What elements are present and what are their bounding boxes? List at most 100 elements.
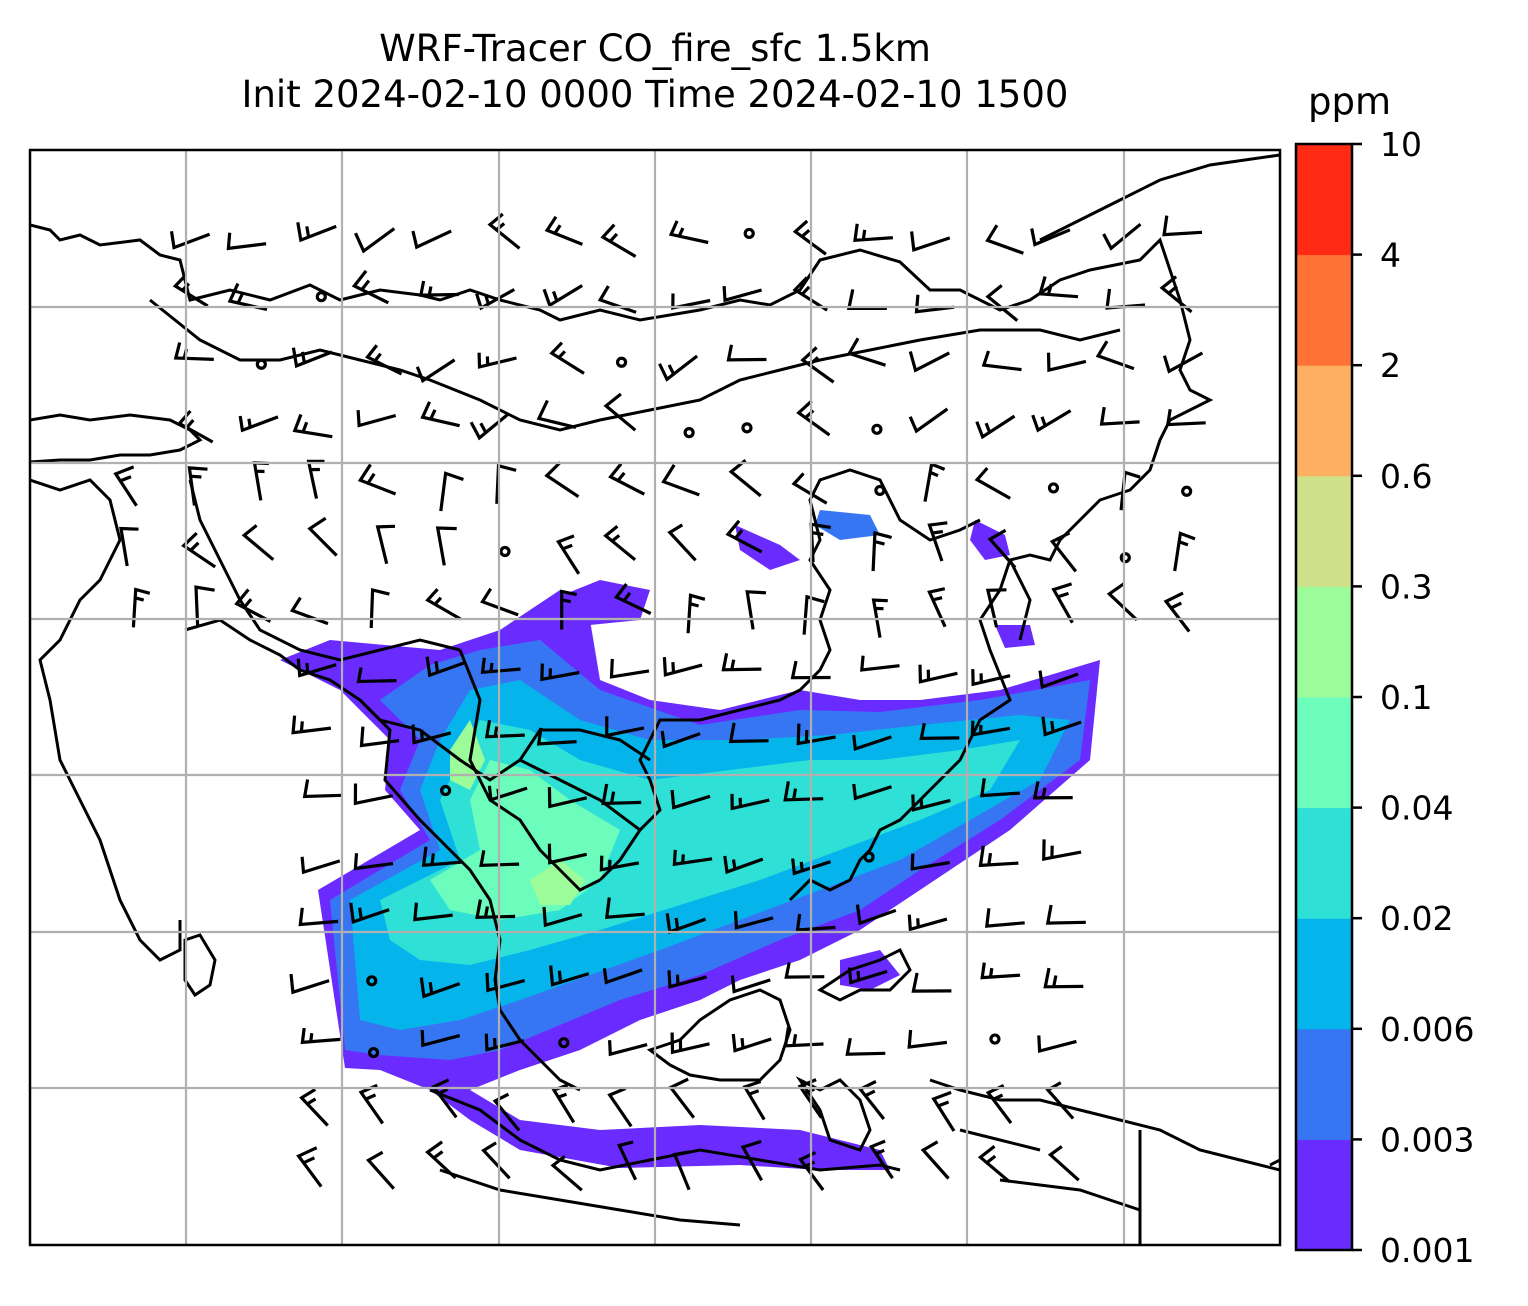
wind-barb (536, 727, 577, 746)
wind-barb (601, 783, 642, 806)
colorbar-segment (1296, 918, 1352, 1030)
coastlines (30, 153, 1280, 1227)
wind-barb (927, 587, 947, 628)
colorbar-segment (1296, 1139, 1352, 1251)
wind-barb (357, 463, 397, 496)
wind-barb (1099, 406, 1140, 426)
colorbar-tick-label: 0.6 (1380, 457, 1432, 496)
colorbar-segment (1296, 475, 1352, 587)
wind-barb (796, 723, 836, 746)
colorbar-tick-label: 0.02 (1380, 899, 1453, 938)
wind-barb (603, 525, 637, 562)
wind-barb (731, 1033, 772, 1053)
wind-barb (607, 1086, 633, 1128)
wind-barb (977, 1145, 1011, 1184)
patch-north-china (735, 525, 800, 570)
wind-barb (425, 1140, 457, 1180)
wind-barb (721, 652, 762, 672)
wind-barb (425, 588, 462, 621)
calm-wind-marker (871, 423, 883, 435)
wind-barb (420, 401, 460, 428)
wind-barb (609, 658, 650, 679)
co-concentration-field (280, 510, 1100, 1170)
colorbar-segment (1296, 144, 1352, 256)
wind-barb (672, 849, 713, 867)
wind-barb (600, 223, 637, 258)
calm-wind-marker (367, 1046, 380, 1059)
wind-barb (439, 471, 464, 512)
wind-barb (985, 224, 1024, 255)
wind-barb (475, 899, 516, 919)
wind-barb (1105, 288, 1146, 310)
wind-barb (722, 285, 763, 303)
patch-east-china (995, 625, 1035, 648)
wind-barb (1045, 1081, 1075, 1120)
colorbar: 0.001 0.003 0.006 0.02 0.04 0.1 0.3 0.6 2 4 10 (1294, 130, 1474, 1270)
wind-barb (1030, 228, 1071, 247)
wind-barb (608, 462, 646, 496)
wind-barb (668, 1077, 696, 1119)
wind-barb (549, 965, 590, 987)
wind-barb (292, 413, 333, 439)
wind-barb (919, 722, 960, 741)
plot-frame (28, 148, 1282, 1247)
wind-barb (670, 789, 711, 810)
wind-barb (1049, 531, 1078, 573)
wind-barb (1159, 275, 1193, 314)
colorbar-tick-label: 0.003 (1380, 1120, 1474, 1159)
colorbar-tick-label: 10 (1380, 130, 1422, 164)
colorbar-segment (1296, 586, 1352, 698)
wind-barb (790, 660, 831, 680)
wind-barb (791, 472, 828, 505)
wind-barb (726, 344, 767, 362)
colorbar-segment (1296, 1028, 1352, 1140)
wind-barb (985, 1083, 1013, 1125)
wind-barb (602, 968, 643, 985)
calm-wind-marker (741, 422, 753, 434)
calm-wind-marker (255, 358, 267, 370)
wind-barb (1038, 276, 1079, 299)
wind-barb (413, 902, 453, 922)
wind-barb (418, 280, 459, 297)
wind-barb (868, 1139, 894, 1180)
wind-barb (662, 657, 703, 677)
wind-barb (985, 284, 1019, 322)
wind-barb (349, 902, 390, 925)
wind-barb (411, 229, 452, 250)
wind-barb (1162, 351, 1204, 374)
wind-barb (547, 787, 588, 809)
wind-barb (730, 975, 771, 994)
wind-barb (420, 1030, 461, 1048)
wind-barb (113, 465, 138, 507)
wind-barb (1046, 352, 1087, 373)
country-borders (149, 298, 1142, 1245)
wind-barb (668, 220, 709, 245)
wind-barb (1162, 215, 1203, 237)
wind-barb (857, 1079, 886, 1120)
calm-wind-marker (615, 356, 628, 368)
wind-barb (667, 523, 697, 562)
wind-barb (375, 524, 396, 565)
calm-wind-marker (366, 975, 378, 987)
wind-barb (1051, 582, 1074, 624)
wind-barb (616, 1140, 638, 1181)
calm-wind-marker (874, 484, 886, 497)
calm-wind-marker (1181, 485, 1193, 497)
wind-barb (852, 783, 892, 801)
wind-barb (307, 516, 338, 557)
wind-barb (670, 1032, 710, 1055)
wind-barb (169, 230, 211, 250)
wind-barb (234, 588, 272, 623)
wind-barb (555, 534, 581, 575)
wind-barb (300, 1027, 341, 1045)
colorbar-segment (1296, 365, 1352, 477)
wind-barb (542, 284, 584, 308)
wind-barb (435, 526, 457, 566)
wind-barb (728, 722, 769, 744)
colorbar-segment (1296, 807, 1352, 919)
wind-barb (1031, 409, 1072, 433)
calm-wind-marker (315, 291, 327, 303)
wind-barb (910, 853, 950, 871)
wind-barb (792, 219, 827, 256)
wind-barb (119, 526, 139, 567)
